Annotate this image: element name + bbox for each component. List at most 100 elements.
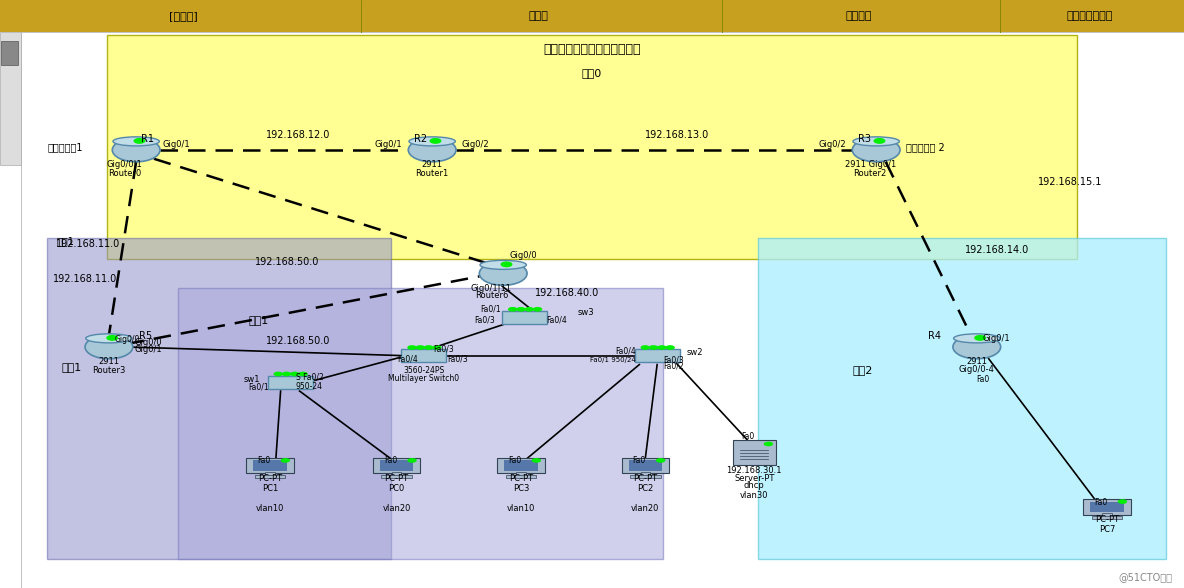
Text: Fa0: Fa0 — [508, 456, 522, 466]
Bar — [380, 460, 413, 471]
Circle shape — [112, 138, 160, 162]
Circle shape — [656, 458, 665, 463]
Text: PC-PT
PC7: PC-PT PC7 — [1095, 515, 1119, 534]
Text: 思科引入静态路由使全网互通: 思科引入静态路由使全网互通 — [543, 44, 641, 56]
Ellipse shape — [408, 137, 456, 146]
Text: PC-PT
PC1: PC-PT PC1 — [258, 474, 282, 493]
Ellipse shape — [480, 260, 527, 269]
Text: Router6: Router6 — [475, 291, 508, 300]
Text: PC-PT
PC3: PC-PT PC3 — [509, 474, 533, 493]
Circle shape — [657, 345, 667, 350]
Text: vlan20: vlan20 — [631, 504, 659, 513]
Bar — [1092, 516, 1122, 519]
Text: 区域1: 区域1 — [249, 315, 269, 326]
Text: Fa0: Fa0 — [632, 456, 646, 466]
Text: R3: R3 — [858, 134, 870, 145]
Text: Fa0/2: Fa0/2 — [663, 362, 683, 371]
Circle shape — [533, 307, 542, 312]
Text: Router2: Router2 — [854, 169, 887, 178]
Text: Gig0/1|11: Gig0/1|11 — [471, 283, 511, 293]
Text: sw2: sw2 — [687, 348, 703, 358]
Circle shape — [501, 262, 513, 268]
Ellipse shape — [85, 334, 133, 343]
Bar — [733, 440, 776, 465]
Text: R5: R5 — [139, 331, 152, 342]
Circle shape — [298, 372, 308, 376]
Text: Fa0: Fa0 — [257, 456, 271, 466]
Circle shape — [85, 335, 133, 359]
Bar — [1, 41, 18, 65]
Circle shape — [408, 138, 456, 162]
Text: Fa0/4: Fa0/4 — [614, 346, 636, 356]
Circle shape — [665, 345, 675, 350]
Text: 192.168.11.0: 192.168.11.0 — [56, 239, 120, 249]
Text: 3560-24PS: 3560-24PS — [404, 366, 444, 375]
Text: Gig0/0-4: Gig0/0-4 — [959, 365, 995, 374]
Bar — [1090, 502, 1124, 512]
Circle shape — [508, 307, 517, 312]
Text: @51CTO博客: @51CTO博客 — [1118, 572, 1172, 582]
Bar — [265, 472, 275, 476]
Circle shape — [1118, 499, 1127, 504]
Text: [根节点]: [根节点] — [169, 11, 198, 22]
Text: 2911 Gig0/1: 2911 Gig0/1 — [844, 160, 896, 169]
Circle shape — [432, 345, 442, 350]
Ellipse shape — [953, 334, 1000, 343]
Circle shape — [282, 372, 291, 376]
Text: Fa0/3: Fa0/3 — [448, 354, 469, 363]
Bar — [47, 238, 391, 559]
Text: Gig0/0|1: Gig0/0|1 — [107, 160, 142, 169]
Bar — [246, 458, 294, 473]
Text: 设备工作区背景: 设备工作区背景 — [1066, 11, 1113, 22]
Bar — [253, 460, 287, 471]
Circle shape — [525, 307, 534, 312]
Bar — [107, 35, 1077, 259]
Circle shape — [430, 138, 442, 144]
Text: 区域0: 区域0 — [581, 68, 603, 79]
Text: R4: R4 — [928, 331, 941, 342]
Text: Gig0/2: Gig0/2 — [462, 139, 489, 149]
Text: 区域1: 区域1 — [57, 236, 75, 246]
Text: 边界路由器1: 边界路由器1 — [47, 142, 83, 152]
Text: 192.168.11.0: 192.168.11.0 — [53, 274, 117, 285]
Circle shape — [274, 372, 283, 376]
Bar — [255, 475, 285, 478]
Bar — [635, 349, 680, 362]
Bar — [504, 460, 538, 471]
Bar — [373, 458, 420, 473]
Text: vlan20: vlan20 — [382, 504, 411, 513]
Text: Fa0/4: Fa0/4 — [546, 316, 567, 325]
Circle shape — [764, 442, 773, 446]
Text: Fa0/1: Fa0/1 — [481, 304, 501, 313]
Text: 2911: 2911 — [422, 160, 443, 169]
Text: 2911: 2911 — [966, 357, 987, 366]
Text: sw1: sw1 — [244, 375, 260, 384]
Text: Fa0/1: Fa0/1 — [249, 382, 269, 392]
Bar — [629, 460, 662, 471]
Text: 2911: 2911 — [98, 357, 120, 366]
Text: Gig0/1: Gig0/1 — [375, 139, 403, 149]
Text: PC-PT
PC2: PC-PT PC2 — [633, 474, 657, 493]
Text: Fa0/3: Fa0/3 — [433, 344, 455, 353]
Circle shape — [407, 345, 417, 350]
Bar — [1102, 513, 1112, 517]
Text: sw3: sw3 — [578, 308, 594, 318]
Text: Gig0/2: Gig0/2 — [819, 139, 847, 149]
Text: Router1: Router1 — [416, 169, 449, 178]
Text: R1: R1 — [141, 134, 154, 145]
Circle shape — [480, 262, 527, 285]
Circle shape — [974, 335, 986, 341]
Text: Gig0/1: Gig0/1 — [162, 139, 189, 149]
Circle shape — [516, 307, 526, 312]
Bar — [401, 349, 446, 362]
Text: Gig0/0: Gig0/0 — [115, 335, 140, 345]
Bar — [641, 472, 650, 476]
Text: 192.168.30.1: 192.168.30.1 — [727, 466, 781, 475]
Circle shape — [532, 458, 541, 463]
Text: S Fa0/2: S Fa0/2 — [296, 373, 323, 382]
Text: dhcp: dhcp — [744, 481, 765, 490]
Text: Fa0: Fa0 — [384, 456, 398, 466]
Text: vlan30: vlan30 — [740, 491, 768, 500]
Text: Router0: Router0 — [108, 169, 141, 178]
Text: 区域2: 区域2 — [852, 365, 873, 376]
